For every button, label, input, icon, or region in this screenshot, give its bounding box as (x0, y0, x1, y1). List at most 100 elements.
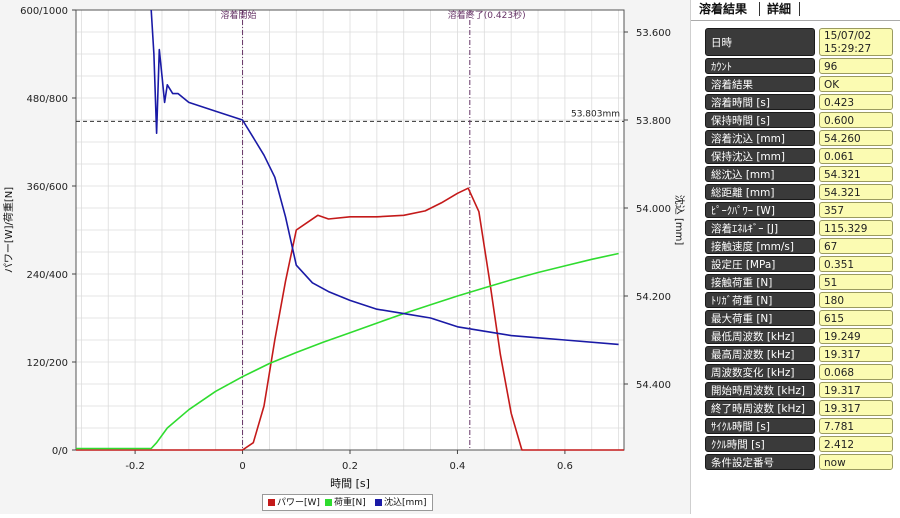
y-right-tick-label: 53.600 (636, 28, 671, 39)
y-left-tick-label: 360/600 (26, 182, 68, 193)
y-right-tick-label: 54.400 (636, 380, 671, 391)
result-row: 周波数変化 [kHz] 0.068 (705, 364, 895, 380)
result-date: 15/07/02 (824, 30, 872, 42)
result-label: 最低周波数 [kHz] (705, 328, 815, 344)
result-label: 開始時周波数 [kHz] (705, 382, 815, 398)
x-tick-label: 0 (239, 461, 245, 472)
result-row: 保持時間 [s] 0.600 (705, 112, 895, 128)
y-left-tick-label: 600/1000 (20, 6, 68, 17)
result-value: 19.317 (819, 346, 893, 362)
legend-swatch-power (268, 499, 275, 506)
event-marker-label: 溶着終了(0.423秒) (448, 9, 526, 21)
result-value: 357 (819, 202, 893, 218)
y-right-axis-label: 沈込 [mm] (673, 195, 686, 246)
result-value: 0.351 (819, 256, 893, 272)
result-label: 設定圧 [MPa] (705, 256, 815, 272)
result-row: 溶着ｴﾈﾙｷﾞｰ [J] 115.329 (705, 220, 895, 236)
legend-swatch-load (325, 499, 332, 506)
legend-item-sink: 沈込[mm] (375, 497, 427, 509)
result-label: 条件設定番号 (705, 454, 815, 470)
y-left-axis-label: パワー[W]/荷重[N] (2, 187, 15, 273)
legend-label-load: 荷重[N] (334, 498, 366, 508)
legend-label-sink: 沈込[mm] (384, 498, 427, 508)
result-value: 615 (819, 310, 893, 326)
event-marker-label: 溶着開始 (221, 9, 257, 21)
x-axis-label: 時間 [s] (330, 477, 370, 490)
y-left-tick-label: 120/200 (26, 358, 68, 369)
result-label: 接触荷重 [N] (705, 274, 815, 290)
legend-label-power: パワー[W] (277, 498, 320, 508)
tab-weld-result[interactable]: 溶着結果 (699, 2, 748, 16)
result-panel: 溶着結果 詳細 日時 15/07/02 15:29:27 ｶｳﾝﾄ 96 溶着結果 OK 溶着… (690, 0, 900, 514)
result-label: 終了時周波数 [kHz] (705, 400, 815, 416)
x-tick-label: 0.2 (342, 461, 358, 472)
result-value: 54.321 (819, 184, 893, 200)
x-tick-label: -0.2 (125, 461, 145, 472)
result-row: ﾋﾟｰｸﾊﾟﾜｰ [W] 357 (705, 202, 895, 218)
result-value: 51 (819, 274, 893, 290)
result-value: 67 (819, 238, 893, 254)
result-label: 総距離 [mm] (705, 184, 815, 200)
result-value: 0.423 (819, 94, 893, 110)
result-value: 19.249 (819, 328, 893, 344)
result-label: ﾄﾘｶﾞ荷重 [N] (705, 292, 815, 308)
result-label: 溶着時間 [s] (705, 94, 815, 110)
result-row: 接触荷重 [N] 51 (705, 274, 895, 290)
y-left-tick-label: 480/800 (26, 94, 68, 105)
result-row: 溶着沈込 [mm] 54.260 (705, 130, 895, 146)
chart-legend: パワー[W] 荷重[N] 沈込[mm] (262, 494, 433, 511)
result-value: 0.061 (819, 148, 893, 164)
result-row: 日時 15/07/02 15:29:27 (705, 28, 895, 56)
chart-svg: 0/0 120/200 240/400 360/600 480/800 600/1000 5… (2, 6, 686, 490)
result-row: 終了時周波数 [kHz] 19.317 (705, 400, 895, 416)
result-label: 周波数変化 [kHz] (705, 364, 815, 380)
series-line-sink (150, 9, 619, 346)
result-row: 接触速度 [mm/s] 67 (705, 238, 895, 254)
result-label: ｸｸﾙ時間 [s] (705, 436, 815, 452)
result-value: 7.781 (819, 418, 893, 434)
result-value: 19.317 (819, 382, 893, 398)
legend-item-load: 荷重[N] (325, 497, 366, 509)
result-value: 0.068 (819, 364, 893, 380)
tab-underline (691, 20, 900, 21)
result-label: ﾋﾟｰｸﾊﾟﾜｰ [W] (705, 202, 815, 218)
chart-area: 0/0 120/200 240/400 360/600 480/800 600/1000 5… (0, 0, 690, 514)
y-left-tick-label: 0/0 (52, 446, 68, 457)
result-value: 2.412 (819, 436, 893, 452)
result-value: 0.600 (819, 112, 893, 128)
result-label: 最大荷重 [N] (705, 310, 815, 326)
result-row: 設定圧 [MPa] 0.351 (705, 256, 895, 272)
result-row: 最大荷重 [N] 615 (705, 310, 895, 326)
result-label: 日時 (705, 28, 815, 56)
result-value: 54.260 (819, 130, 893, 146)
result-label: ｶｳﾝﾄ (705, 58, 815, 74)
result-row: 開始時周波数 [kHz] 19.317 (705, 382, 895, 398)
result-row: 保持沈込 [mm] 0.061 (705, 148, 895, 164)
result-value: now (819, 454, 893, 470)
result-row: ｸｸﾙ時間 [s] 2.412 (705, 436, 895, 452)
result-label: 保持沈込 [mm] (705, 148, 815, 164)
result-label: 溶着ｴﾈﾙｷﾞｰ [J] (705, 220, 815, 236)
y-right-tick-label: 54.200 (636, 292, 671, 303)
result-row: ｻｲｸﾙ時間 [s] 7.781 (705, 418, 895, 434)
x-tick-label: 0.6 (557, 461, 573, 472)
result-row: 条件設定番号 now (705, 454, 895, 470)
reference-line-label: 53.803mm (571, 109, 620, 119)
result-label: 保持時間 [s] (705, 112, 815, 128)
result-value: 180 (819, 292, 893, 308)
tab-details[interactable]: 詳細 (767, 2, 792, 16)
result-tabs: 溶着結果 詳細 (691, 0, 900, 21)
result-value: OK (819, 76, 893, 92)
result-value: 19.317 (819, 400, 893, 416)
result-value: 54.321 (819, 166, 893, 182)
result-value: 115.329 (819, 220, 893, 236)
tab-separator (759, 2, 760, 16)
result-row: 最高周波数 [kHz] 19.317 (705, 346, 895, 362)
result-label: 接触速度 [mm/s] (705, 238, 815, 254)
result-row: 溶着時間 [s] 0.423 (705, 94, 895, 110)
result-label: 総沈込 [mm] (705, 166, 815, 182)
result-row: 総距離 [mm] 54.321 (705, 184, 895, 200)
legend-item-power: パワー[W] (268, 497, 320, 509)
tab-separator (799, 2, 800, 16)
series-line-load (76, 252, 619, 450)
